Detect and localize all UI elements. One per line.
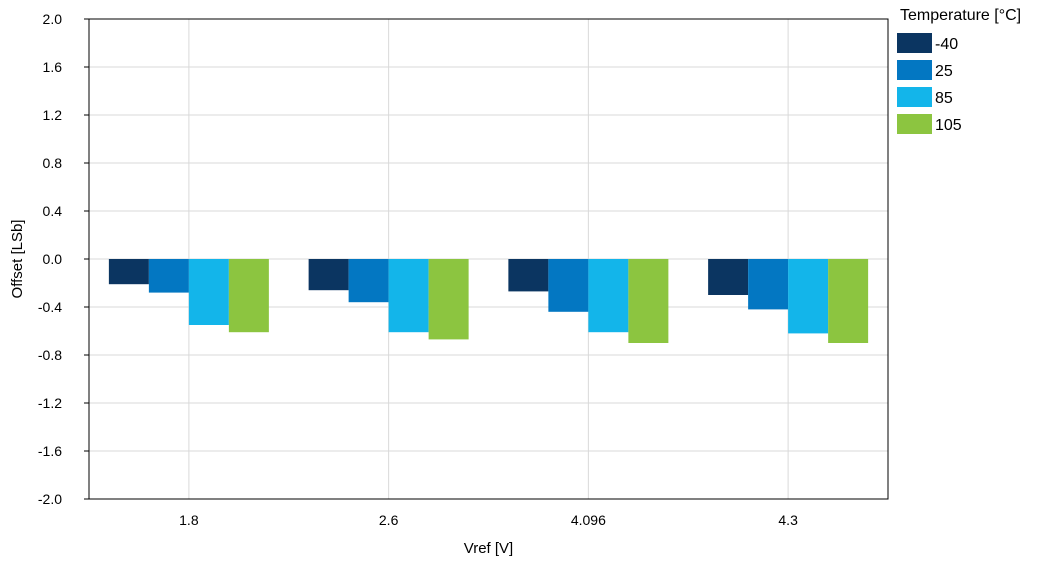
x-tick-label: 4.3 xyxy=(778,512,798,528)
x-tick-label: 1.8 xyxy=(179,512,199,528)
legend-title: Temperature [°C] xyxy=(900,7,1021,24)
legend-swatch xyxy=(897,114,932,134)
y-tick-label: 1.6 xyxy=(43,59,63,75)
legend-entry: 25 xyxy=(935,63,953,80)
bar xyxy=(828,259,869,343)
y-tick-label: -1.2 xyxy=(38,395,62,411)
y-tick-label: -2.0 xyxy=(38,491,62,507)
bar xyxy=(708,259,749,295)
legend-entry: 85 xyxy=(935,90,953,107)
bar xyxy=(228,259,269,333)
x-tick-label: 4.096 xyxy=(571,512,606,528)
legend-entry: 105 xyxy=(935,117,962,134)
bar xyxy=(548,259,589,312)
bar xyxy=(108,259,149,285)
legend-swatch xyxy=(897,60,932,80)
bar xyxy=(388,259,429,333)
bar xyxy=(508,259,549,292)
bar xyxy=(348,259,389,303)
bar xyxy=(308,259,349,291)
legend-swatch xyxy=(897,33,932,53)
legend-swatch xyxy=(897,87,932,107)
bar xyxy=(428,259,469,340)
bars xyxy=(108,259,869,343)
y-tick-label: 0.0 xyxy=(43,251,63,267)
bar xyxy=(788,259,829,334)
bar xyxy=(188,259,229,325)
y-tick-label: 0.4 xyxy=(43,203,63,219)
bar xyxy=(628,259,669,343)
x-axis-label: Vref [V] xyxy=(464,540,513,557)
y-axis: 2.0 1.6 1.2 0.8 0.4 0.0 -0.4 -0.8 -1.2 -1.6 -2.0 xyxy=(38,11,89,507)
x-tick-label: 2.6 xyxy=(379,512,399,528)
y-tick-label: 0.8 xyxy=(43,155,63,171)
y-tick-label: -0.8 xyxy=(38,347,62,363)
y-axis-label: Offset [LSb] xyxy=(9,220,26,299)
bar xyxy=(748,259,789,310)
legend: Temperature [°C] -40 25 85 105 xyxy=(897,7,1021,134)
y-tick-label: 2.0 xyxy=(43,11,63,27)
bar xyxy=(588,259,629,333)
y-tick-label: -1.6 xyxy=(38,443,62,459)
y-tick-label: -0.4 xyxy=(38,299,62,315)
x-axis: 1.8 2.6 4.096 4.3 xyxy=(179,512,798,528)
y-tick-label: 1.2 xyxy=(43,107,63,123)
legend-entry: -40 xyxy=(935,36,958,53)
bar xyxy=(148,259,189,293)
